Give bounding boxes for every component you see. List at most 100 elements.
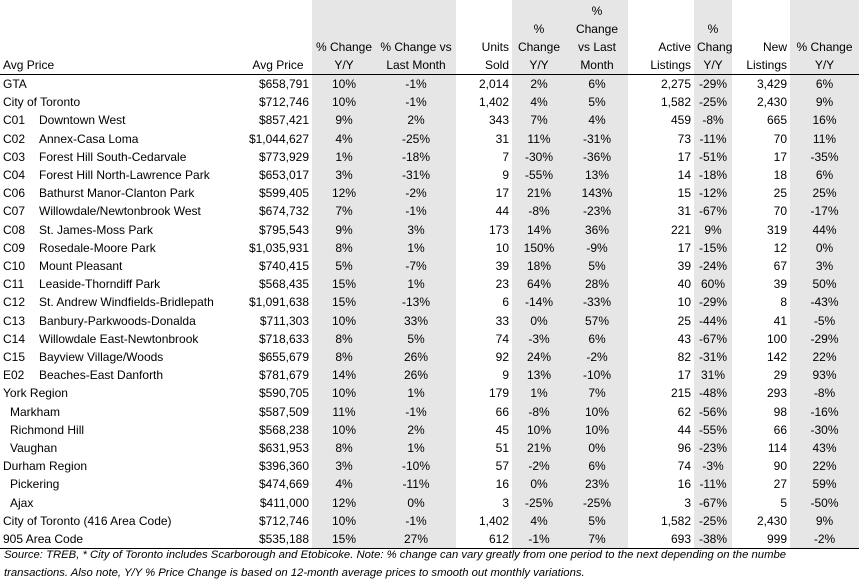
table-cell: 4%	[512, 511, 566, 531]
table-cell: 6%	[790, 166, 859, 185]
table-row: C07 Willowdale/Newtonbrook West $674,732 7%…	[0, 202, 859, 221]
header-active-listings: Active Listings	[628, 0, 694, 75]
table-cell: 4%	[312, 129, 376, 148]
table-cell: $411,000	[259, 495, 309, 510]
table-cell: 9%	[790, 93, 859, 112]
table-cell: 11%	[312, 402, 376, 421]
table-cell: 17	[677, 240, 691, 255]
table-cell: 16%	[790, 111, 859, 130]
table-cell: 15%	[312, 293, 376, 312]
table-cell: 8	[780, 295, 787, 310]
table-cell: 28%	[566, 275, 628, 294]
table-cell: -7%	[376, 257, 456, 276]
region-name: Willowdale East-Newtonbrook	[39, 331, 199, 346]
table-cell: -25%	[694, 93, 732, 112]
table-cell: 23	[495, 277, 509, 292]
table-cell: 62	[677, 404, 691, 419]
table-cell: -25%	[566, 493, 628, 512]
table-cell: -11%	[694, 129, 732, 148]
row-region: C10 Mount Pleasant	[0, 257, 244, 275]
table-cell: -8%	[512, 402, 566, 421]
region-name: Rosedale-Moore Park	[39, 240, 156, 255]
table-cell: 70	[773, 131, 787, 146]
table-cell: -1%	[376, 93, 456, 112]
table-cell: $599,405	[258, 186, 309, 201]
table-cell: -67%	[694, 493, 732, 512]
table-cell: -50%	[790, 493, 859, 512]
table-body: GTA $658,791 10% -1% 2,014 2% 6% 2,275 -29% 3,429…	[0, 74, 859, 550]
table-cell: 343	[488, 113, 509, 128]
table-cell: -56%	[694, 402, 732, 421]
table-cell: 31	[495, 131, 509, 146]
table-cell: 64%	[512, 275, 566, 294]
table-cell: -25%	[376, 129, 456, 148]
table-row: Richmond Hill $568,238 10% 2% 45 10% 10% 44 -55%…	[0, 420, 859, 440]
row-region: C02 Annex-Casa Loma	[0, 130, 244, 148]
table-cell: 10%	[312, 74, 376, 94]
table-cell: 14%	[312, 366, 376, 385]
table-cell: $658,791	[258, 77, 309, 91]
table-cell: 10%	[312, 420, 376, 440]
table-cell: 293	[766, 386, 787, 401]
table-cell: 26%	[376, 348, 456, 367]
table-cell: $655,679	[258, 350, 309, 365]
table-cell: 18	[773, 168, 787, 183]
table-cell: -1%	[512, 530, 566, 550]
table-cell: 999	[732, 530, 790, 550]
table-cell: 4%	[566, 111, 628, 130]
table-row: C11 Leaside-Thorndiff Park $568,435 15% 1% 23…	[0, 275, 859, 294]
table-cell: -30%	[790, 420, 859, 440]
table-cell: -30%	[512, 147, 566, 167]
table-cell: $795,543	[258, 222, 309, 237]
table-cell: 1%	[376, 384, 456, 403]
header-units-change-yy: % Change Y/Y	[512, 0, 566, 75]
table-cell: 10%	[312, 311, 376, 330]
region-name: Richmond Hill	[10, 422, 85, 437]
table-cell: 57	[495, 459, 509, 474]
table-cell: $857,421	[258, 113, 309, 128]
table-cell: 14%	[512, 220, 566, 239]
table-row: C12 St. Andrew Windfields-Bridlepath $1,09…	[0, 293, 859, 312]
region-name: City of Toronto	[3, 95, 81, 110]
row-region: 905 Area Code	[0, 530, 244, 550]
table-cell: 25	[677, 313, 691, 328]
header-price-change-yy: % Change Y/Y	[312, 0, 376, 75]
row-region: C06 Bathurst Manor-Clanton Park	[0, 184, 244, 202]
region-name: Annex-Casa Loma	[39, 131, 139, 146]
table-cell: 1%	[376, 238, 456, 258]
table-cell: 22%	[790, 457, 859, 476]
table-cell: -13%	[376, 293, 456, 312]
table-cell: -44%	[694, 311, 732, 330]
table-cell: -16%	[790, 402, 859, 421]
table-cell: 173	[488, 222, 509, 237]
row-region: Markham	[0, 403, 244, 421]
table-cell: 10%	[566, 420, 628, 440]
table-row: C04 Forest Hill North-Lawrence Park $653,0…	[0, 166, 859, 185]
footnote-line-1: Source: TREB, * City of Toronto includes…	[4, 549, 787, 561]
table-cell: 74	[677, 459, 691, 474]
district-code: C08	[3, 222, 26, 237]
header-row: Avg Price Avg Price % Change Y/Y % Chang…	[0, 0, 859, 75]
footnote-line-2: transactions. Also note, Y/Y % Price Cha…	[4, 567, 585, 579]
row-region: York Region	[0, 384, 244, 402]
table-cell: 17	[495, 186, 509, 201]
row-region: Richmond Hill	[0, 421, 244, 439]
table-cell: 2%	[376, 111, 456, 130]
table-cell: 7%	[566, 530, 628, 550]
table-cell: 1,402	[478, 95, 509, 110]
table-cell: -25%	[694, 511, 732, 531]
table-cell: 12	[773, 240, 787, 255]
region-name: GTA	[3, 77, 27, 91]
table-cell: -25%	[512, 493, 566, 512]
table-cell: 45	[495, 422, 509, 437]
table-cell: -51%	[694, 147, 732, 167]
table-cell: 10%	[312, 93, 376, 112]
table-row: C03 Forest Hill South-Cedarvale $773,929 1%…	[0, 147, 859, 167]
header-avg-price: Avg Price	[244, 0, 312, 75]
table-cell: 5	[780, 495, 787, 510]
table-cell: 9%	[790, 511, 859, 531]
table-cell: -1%	[376, 402, 456, 421]
market-stats-table: Avg Price Avg Price % Change Y/Y % Chang…	[0, 0, 859, 550]
table-cell: 3	[684, 495, 691, 510]
